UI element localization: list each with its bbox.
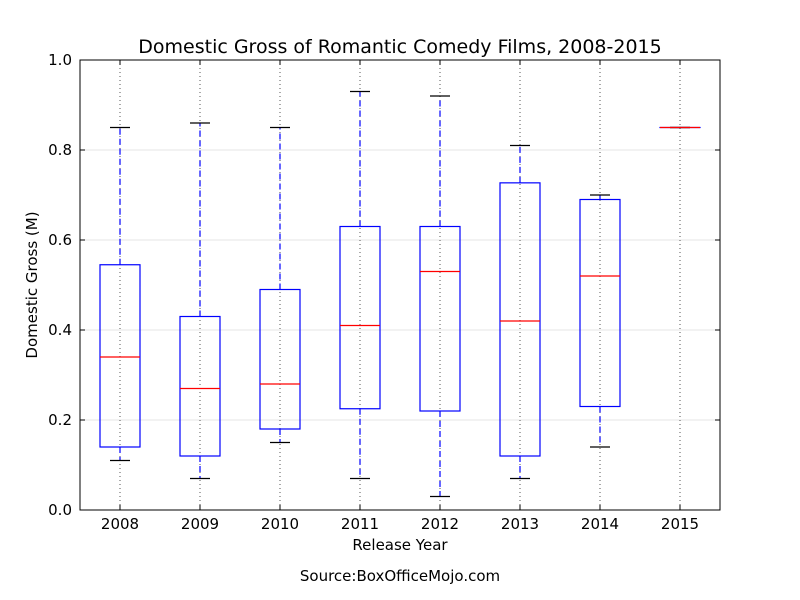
box-2013 bbox=[499, 182, 541, 457]
x-tick-label: 2014 bbox=[581, 515, 619, 533]
y-tick-label: 1.0 bbox=[48, 51, 72, 69]
y-tick-label: 0.6 bbox=[48, 231, 72, 249]
source-caption: Source:BoxOfficeMojo.com bbox=[299, 567, 501, 585]
x-tick-label: 2015 bbox=[661, 515, 699, 533]
y-tick-label: 0.2 bbox=[48, 411, 72, 429]
axes-frame bbox=[79, 59, 721, 511]
y-tick-label: 0.8 bbox=[48, 141, 72, 159]
box-2014 bbox=[579, 198, 621, 408]
x-tick-label: 2012 bbox=[421, 515, 459, 533]
x-tick-label: 2009 bbox=[181, 515, 219, 533]
y-tick-label: 0.0 bbox=[48, 501, 72, 519]
x-tick-label: 2008 bbox=[101, 515, 139, 533]
x-tick-label: 2010 bbox=[261, 515, 299, 533]
box-2012 bbox=[419, 225, 461, 412]
plot-area: 0.0 0.2 0.4 0.6 0.8 1.0 2008 2009 2010 2011 2012 20… bbox=[48, 51, 721, 533]
y-tick-label: 0.4 bbox=[48, 321, 72, 339]
box-2011 bbox=[339, 225, 381, 410]
box-2009 bbox=[179, 315, 221, 457]
x-axis-label: Release Year bbox=[352, 536, 448, 554]
box-2008 bbox=[99, 264, 141, 448]
x-tick-label: 2013 bbox=[501, 515, 539, 533]
y-axis-label: Domestic Gross (M) bbox=[23, 211, 41, 358]
x-tick-label: 2011 bbox=[341, 515, 379, 533]
box-2010 bbox=[259, 288, 301, 430]
chart-title: Domestic Gross of Romantic Comedy Films,… bbox=[138, 36, 661, 58]
